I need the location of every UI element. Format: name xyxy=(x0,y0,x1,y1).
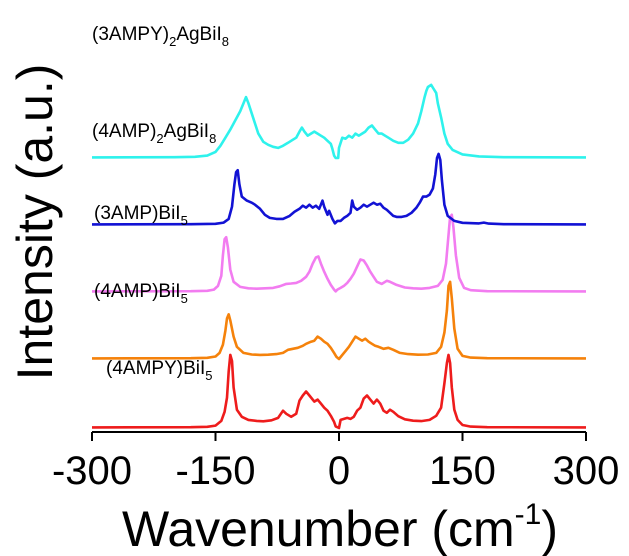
series-label-subscript: 5 xyxy=(181,213,188,228)
x-axis-title-suffix: ) xyxy=(541,501,558,556)
x-axis-title-superscript: -1 xyxy=(515,498,542,531)
x-tick-label: 0 xyxy=(328,449,350,493)
series-label-text: (3AMP)BiI xyxy=(94,203,181,224)
series-line-5 xyxy=(91,83,587,160)
series-label-subscript: 2 xyxy=(169,34,176,49)
series-label-3: (3AMP)BiI5 xyxy=(94,203,188,228)
series-line-4 xyxy=(91,152,587,226)
series-label-subscript: 2 xyxy=(156,131,163,146)
series-label-text: (4AMPY)BiI xyxy=(106,358,205,379)
x-tick-label: -300 xyxy=(52,449,132,493)
x-tick-label: -150 xyxy=(175,449,255,493)
series-label-subscript: 5 xyxy=(181,291,188,306)
series-label-text: (4AMP) xyxy=(92,121,156,142)
x-axis-ticks: -300 -150 0 150 300 xyxy=(52,432,619,493)
series-line-3 xyxy=(91,213,587,293)
series-labels: (4AMPY)BiI5(4AMP)BiI5(3AMP)BiI5(4AMP)2Ag… xyxy=(92,24,229,383)
x-axis-title-text: Wavenumber (cm xyxy=(122,501,515,556)
series-label-text: (3AMPY) xyxy=(92,24,169,45)
x-tick-label: 150 xyxy=(429,449,496,493)
y-axis-title: Intensity (a.u.) xyxy=(7,64,63,381)
axes: -300 -150 0 150 300 xyxy=(52,431,619,493)
series-label-4: (4AMP)2AgBiI8 xyxy=(92,121,216,146)
series-label-text: AgBiI xyxy=(176,24,221,45)
series-line-2 xyxy=(91,280,587,361)
x-tick-label: 300 xyxy=(553,449,620,493)
series-label-2: (4AMP)BiI5 xyxy=(94,281,188,306)
series-label-subscript: 8 xyxy=(222,34,229,49)
series-line-1 xyxy=(91,353,587,430)
series-traces xyxy=(91,83,587,430)
series-label-subscript: 5 xyxy=(205,368,212,383)
series-label-1: (4AMPY)BiI5 xyxy=(106,358,212,383)
series-label-text: AgBiI xyxy=(164,121,209,142)
series-label-5: (3AMPY)2AgBiI8 xyxy=(92,24,229,49)
series-label-subscript: 8 xyxy=(209,131,216,146)
series-label-text: (4AMP)BiI xyxy=(94,281,181,302)
x-axis-title: Wavenumber (cm-1) xyxy=(122,498,558,556)
